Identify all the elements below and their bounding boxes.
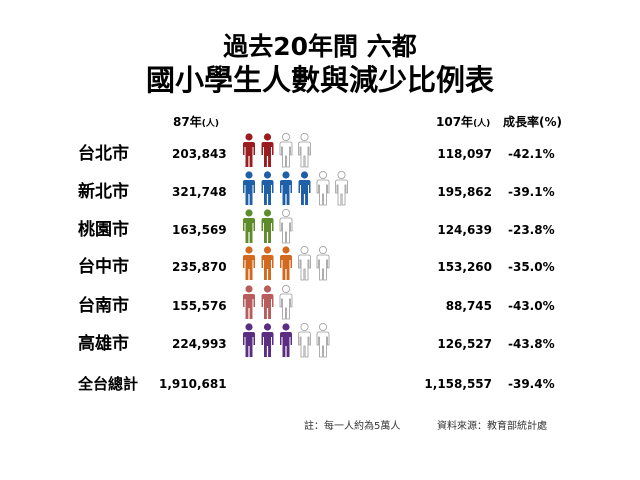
row-growth-rate: -39.1% [508, 185, 555, 199]
person-icon [261, 285, 274, 319]
header-new-year-label: 107年 [436, 115, 474, 129]
row-students-107: 153,260 [437, 260, 492, 274]
row-students-107: 195,862 [437, 185, 492, 199]
row-city-label: 高雄市 [78, 334, 129, 354]
person-icon-lost [298, 245, 311, 281]
person-icon [243, 323, 255, 357]
row-students-107: 126,527 [437, 337, 492, 351]
total-growth-rate: -39.4% [508, 377, 555, 391]
row-city-label: 台北市 [78, 144, 129, 164]
row-students-107: 124,639 [437, 223, 492, 237]
person-icon [261, 171, 274, 205]
row-students-87: 224,993 [172, 337, 227, 351]
person-icon [243, 246, 255, 280]
row-city-label: 桃園市 [78, 220, 129, 240]
header-old-year-label: 87年 [173, 115, 202, 129]
person-icon [280, 171, 292, 205]
person-icon-lost [298, 132, 311, 168]
header-new-year: 107年(人) [436, 113, 490, 130]
row-students-87: 321,748 [172, 185, 227, 199]
total-label: 全台總計 [78, 375, 139, 393]
person-icon [280, 323, 292, 357]
person-icon-lost [316, 245, 330, 281]
row-growth-rate: -43.0% [508, 299, 555, 313]
row-students-87: 155,576 [172, 299, 227, 313]
person-icon-lost [316, 170, 330, 206]
header-old-unit: (人) [201, 119, 219, 129]
row-city-label: 新北市 [78, 182, 129, 202]
total-students-107: 1,158,557 [424, 377, 492, 391]
person-icon [261, 246, 274, 280]
header-rate: 成長率(%) [503, 115, 562, 129]
person-icon [243, 171, 255, 205]
person-icon-lost [279, 284, 293, 320]
person-icon-lost [335, 170, 348, 206]
title-line-2: 國小學生人數與減少比例表 [145, 63, 494, 97]
row-students-107: 118,097 [437, 147, 492, 161]
row-students-87: 163,569 [172, 223, 227, 237]
person-icon [261, 323, 274, 357]
title-line-1: 過去20年間 六都 [223, 32, 417, 61]
row-growth-rate: -23.8% [508, 223, 555, 237]
footnote-source: 資料來源：教育部統計處 [437, 421, 547, 432]
row-students-107: 88,745 [445, 299, 492, 313]
row-growth-rate: -42.1% [508, 147, 555, 161]
person-icon-lost [316, 322, 330, 358]
row-growth-rate: -43.8% [508, 337, 555, 351]
person-icon [243, 133, 255, 167]
row-city-label: 台中市 [78, 257, 129, 277]
header-old-year: 87年(人) [173, 113, 219, 130]
person-icon [261, 209, 274, 243]
row-students-87: 203,843 [172, 147, 227, 161]
person-icon [261, 133, 274, 167]
row-city-label: 台南市 [78, 296, 129, 316]
footnote-icon-scale: 註：每一人約為5萬人 [304, 421, 401, 432]
person-icon [298, 171, 311, 205]
person-icon [243, 209, 255, 243]
header-new-unit: (人) [473, 119, 491, 129]
person-icon-lost [279, 132, 293, 168]
person-icon-lost [279, 208, 293, 244]
person-icon-lost [298, 322, 311, 358]
row-students-87: 235,870 [172, 260, 227, 274]
person-icon [243, 285, 255, 319]
row-growth-rate: -35.0% [508, 260, 555, 274]
total-students-87: 1,910,681 [159, 377, 227, 391]
person-icon [280, 246, 292, 280]
